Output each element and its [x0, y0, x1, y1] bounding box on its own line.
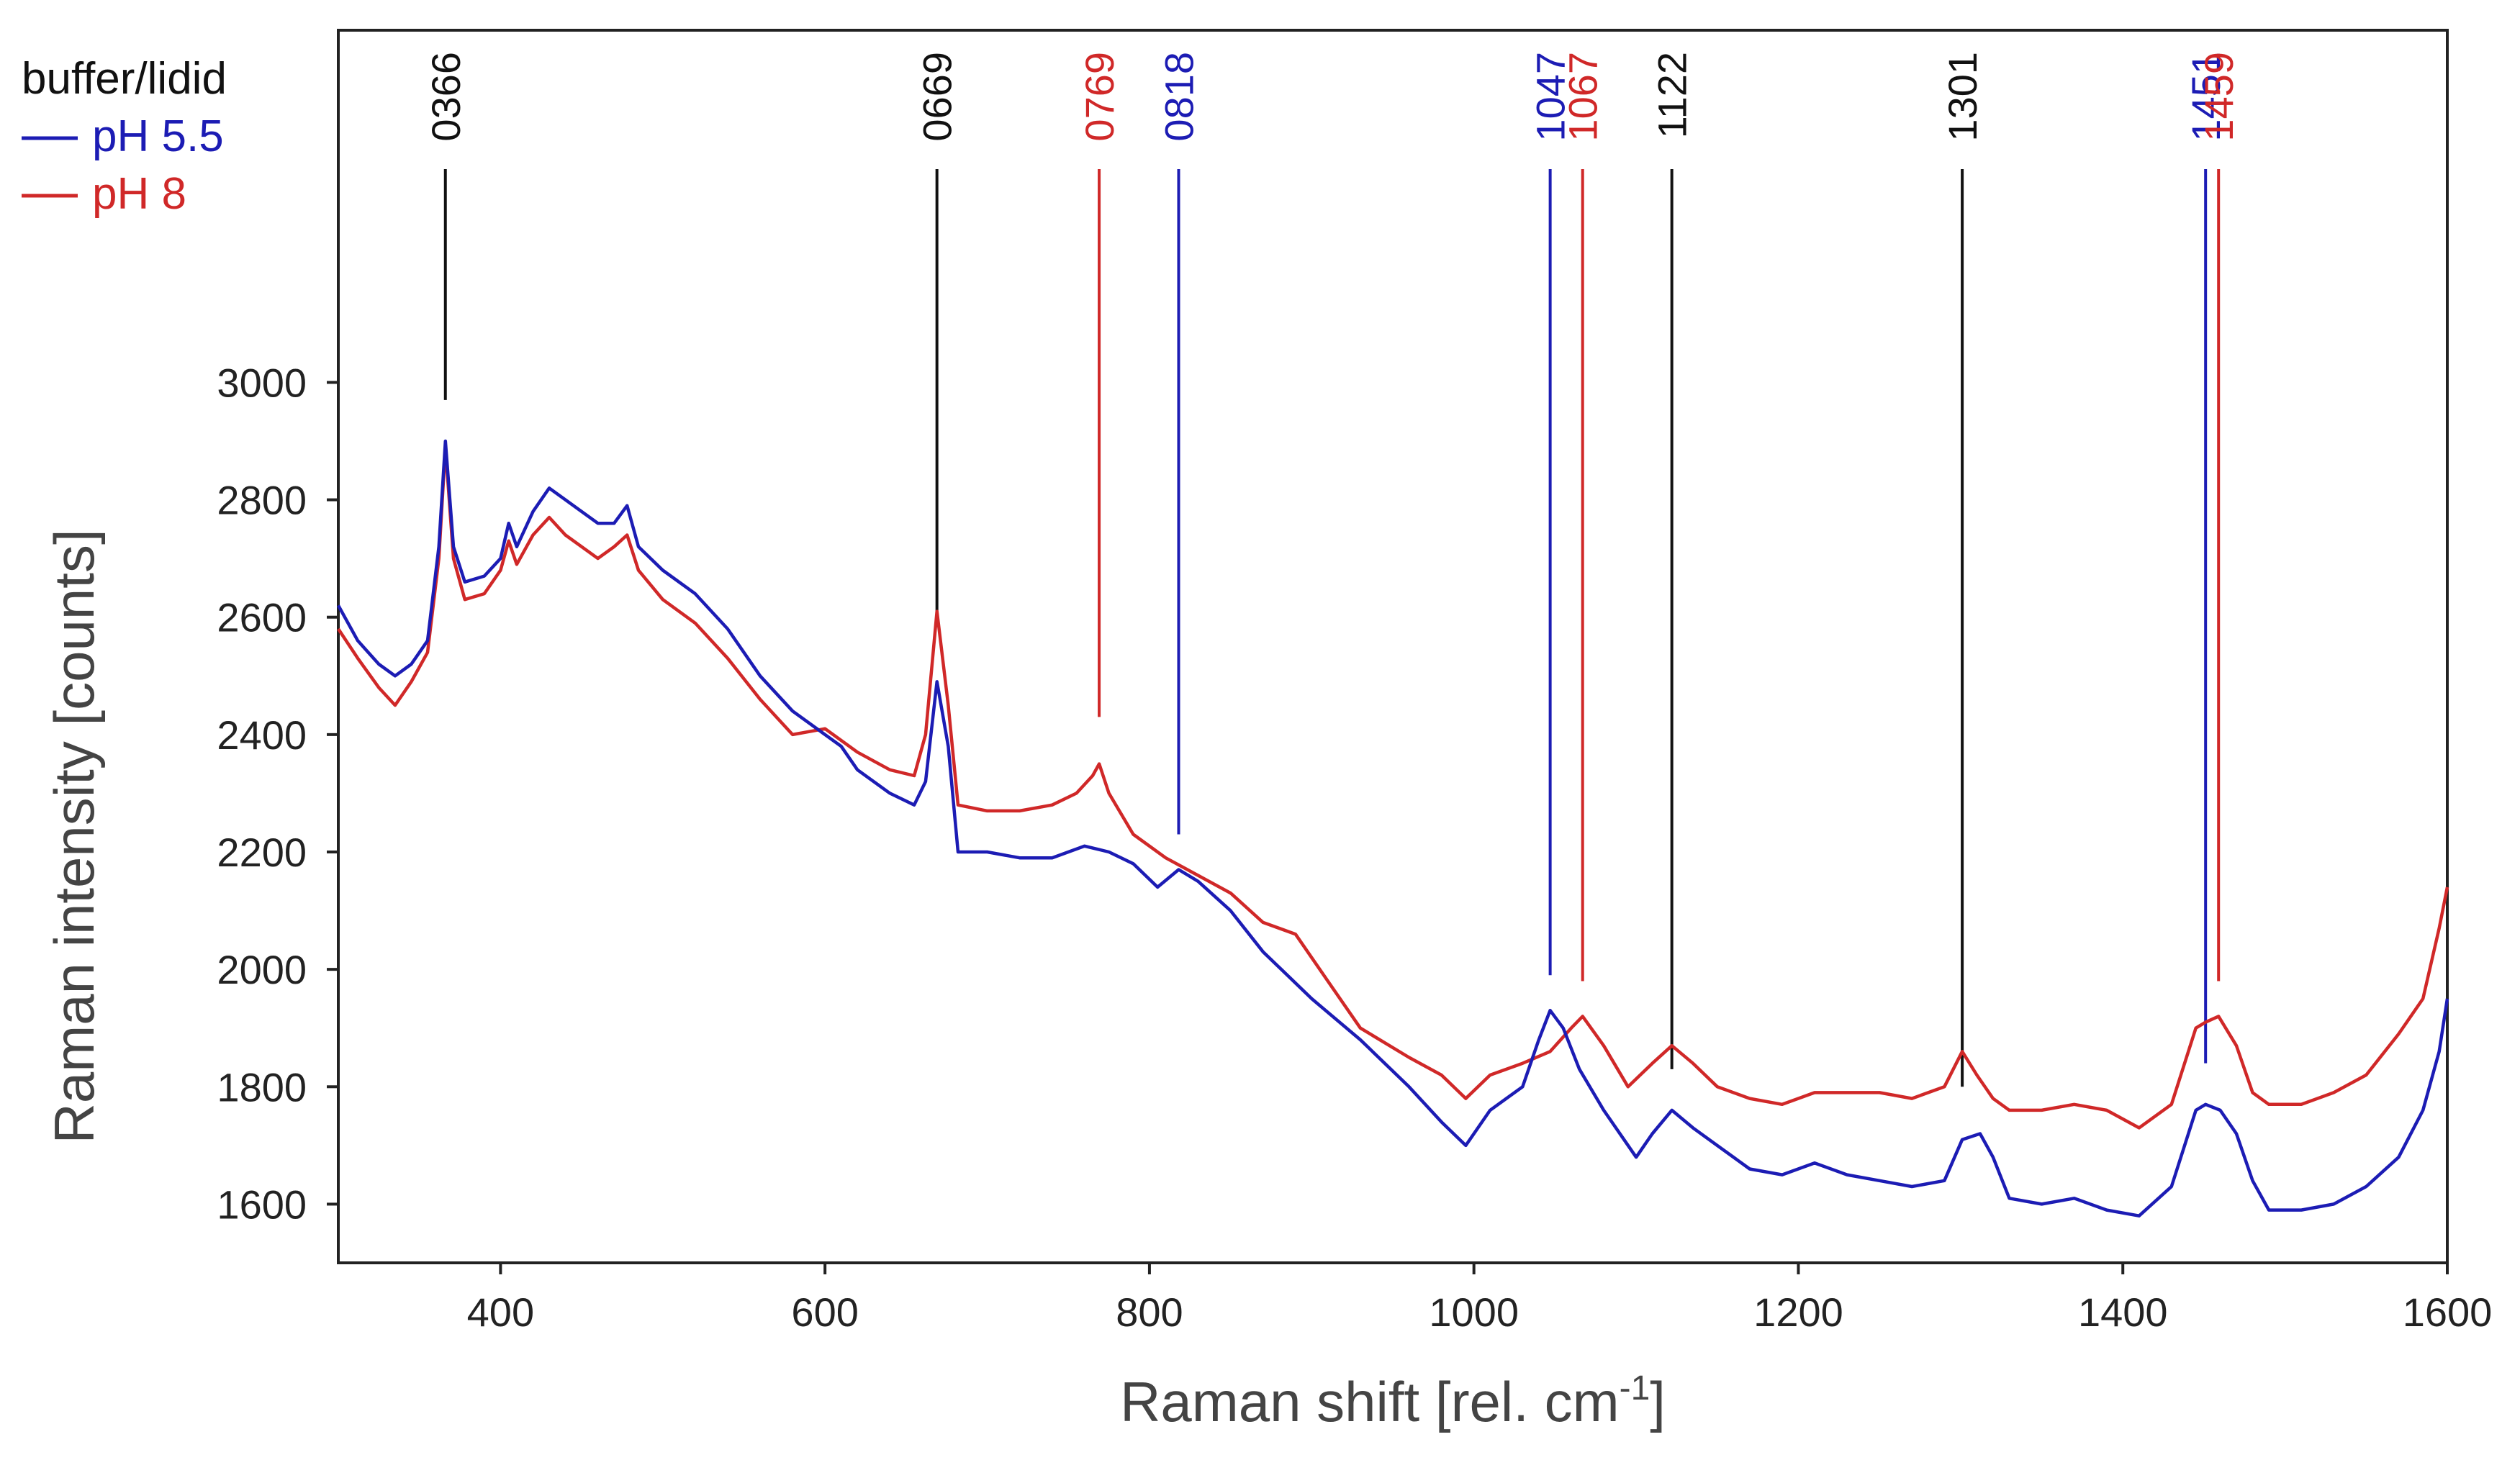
peak-marker-label: 1301: [1940, 52, 1985, 142]
y-tick-label: 1600: [217, 1182, 307, 1227]
y-tick-label: 2200: [217, 830, 307, 875]
legend: buffer/lidid pH 5.5 pH 8: [22, 54, 227, 219]
y-tick-label: 2600: [217, 595, 307, 640]
legend-label: pH 8: [92, 169, 186, 219]
series-line-ph-8: [337, 445, 2449, 1130]
x-tick-label: 800: [1116, 1289, 1183, 1335]
x-axis-label-main: Raman shift [rel. cm: [1120, 1370, 1620, 1433]
legend-label: pH 5.5: [92, 112, 224, 161]
peak-marker-label: 1122: [1650, 52, 1695, 138]
x-tick-label: 400: [467, 1289, 534, 1335]
x-axis-label: Raman shift [rel. cm-1]: [1120, 1369, 1666, 1433]
y-tick-label: 3000: [217, 360, 307, 405]
y-tick-label: 2800: [217, 478, 307, 523]
x-axis-label-superscript: -1: [1620, 1369, 1650, 1407]
x-tick-label: 1600: [2403, 1289, 2493, 1335]
x-tick-label: 1000: [1429, 1289, 1519, 1335]
peak-marker-label: 0669: [915, 52, 960, 142]
spectrum-series: [337, 439, 2449, 1218]
peak-marker-label: 0769: [1077, 52, 1122, 142]
legend-title: buffer/lidid: [22, 54, 227, 104]
y-axis-label: Raman intensity [counts]: [42, 529, 106, 1143]
peak-marker-label: 1451: [2183, 52, 2228, 142]
plot-frame: [337, 29, 2449, 1264]
peak-marker-label: 1067: [1561, 52, 1606, 142]
axes: 400 600 800 1000 1200 1400 1600 1600 1800 2000 220…: [42, 360, 2492, 1433]
y-tick-label: 2400: [217, 712, 307, 758]
x-tick-label: 600: [791, 1289, 858, 1335]
series-line-ph-5.5: [337, 439, 2449, 1218]
x-tick-label: 1200: [1753, 1289, 1843, 1335]
y-tick-label: 1800: [217, 1064, 307, 1110]
peak-marker-label: 1047: [1528, 52, 1573, 142]
peak-marker-label: 0366: [423, 52, 469, 142]
peak-marker-label: 1459: [2196, 52, 2241, 142]
plot-frame-group: [337, 29, 2449, 1264]
x-tick-label: 1400: [2078, 1289, 2168, 1335]
x-axis-label-end: ]: [1650, 1370, 1666, 1433]
y-tick-label: 2000: [217, 947, 307, 992]
peak-marker-label: 0818: [1156, 52, 1201, 142]
